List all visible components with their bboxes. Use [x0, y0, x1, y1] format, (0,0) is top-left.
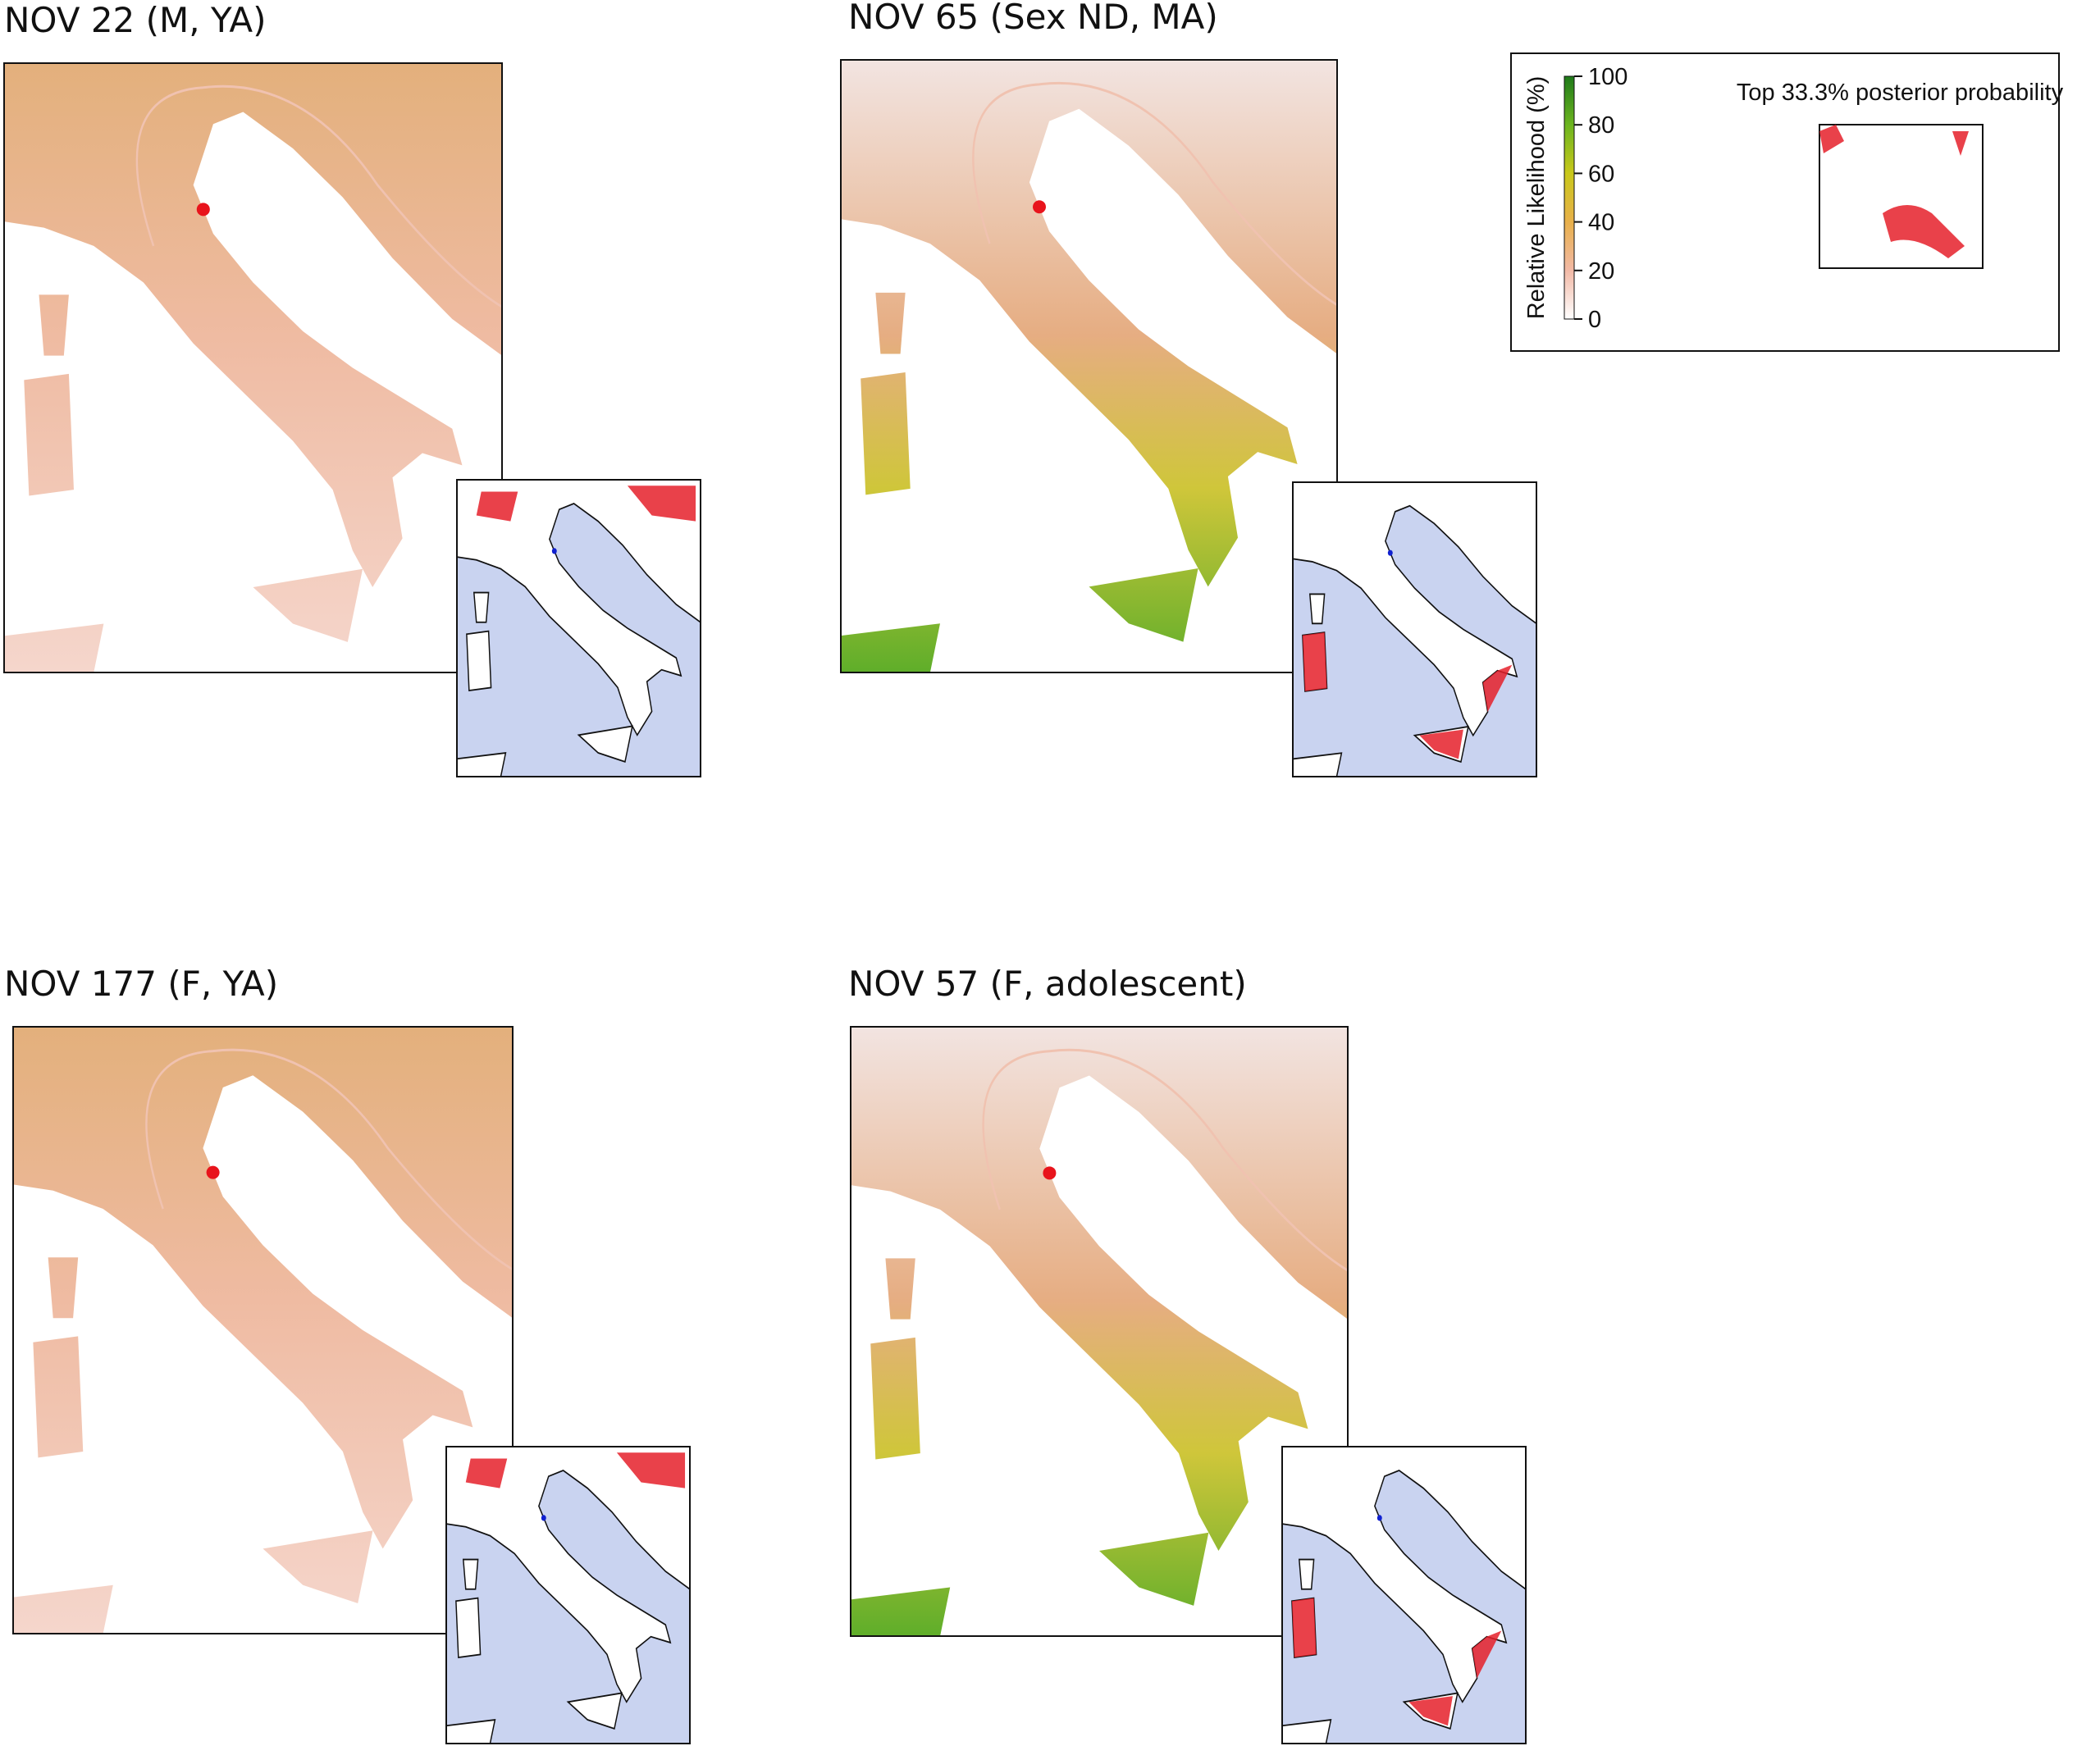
- inset-frame: [1292, 481, 1537, 777]
- panel-title: NOV 177 (F, YA): [4, 964, 278, 1004]
- colorbar-tick-label: 0: [1588, 307, 1601, 333]
- colorbar-tick-label: 40: [1588, 210, 1614, 236]
- inset-map: [446, 1447, 690, 1744]
- colorbar-tick-label: 80: [1588, 112, 1614, 139]
- land: [4, 63, 502, 672]
- inset-map: [1293, 482, 1536, 777]
- buffer-contour: [972, 81, 1337, 307]
- inset-legend-swatch: [1819, 125, 1969, 258]
- inset-frame: [456, 479, 701, 777]
- site-marker: [196, 203, 210, 217]
- main-map-frame: [840, 59, 1338, 673]
- legend-box: [1510, 52, 2060, 352]
- panel-title: NOV 65 (Sex ND, MA): [848, 0, 1218, 37]
- main-map: [13, 1027, 513, 1634]
- inset-land: [1282, 1447, 1526, 1744]
- inset-map: [457, 480, 701, 777]
- inset-legend-label: Top 33.3% posterior probability: [1737, 80, 2064, 106]
- land: [13, 1027, 513, 1634]
- main-map: [841, 60, 1337, 672]
- site-marker: [1033, 200, 1046, 214]
- panel-title: NOV 22 (M, YA): [4, 0, 266, 40]
- buffer-contour: [982, 1048, 1348, 1272]
- land: [841, 60, 1337, 672]
- inset-frame: [445, 1446, 691, 1744]
- inset-top-probability: [1291, 1598, 1502, 1726]
- inset-land: [457, 480, 701, 777]
- site-marker: [206, 1165, 220, 1179]
- inset-frame: [1281, 1446, 1527, 1744]
- inset-land: [446, 1447, 690, 1744]
- inset-top-probability: [476, 486, 696, 522]
- land: [851, 1027, 1348, 1636]
- buffer-contour: [145, 1048, 513, 1271]
- inset-top-probability: [1302, 632, 1513, 759]
- inset-map: [1282, 1447, 1526, 1744]
- colorbar-tick-label: 100: [1588, 64, 1628, 90]
- colorbar: [1564, 75, 1575, 320]
- colorbar-tick-label: 60: [1588, 161, 1614, 187]
- main-map-frame: [3, 62, 503, 673]
- inset-site: [541, 1515, 546, 1521]
- inset-site: [1387, 549, 1393, 556]
- main-map: [4, 63, 502, 672]
- buffer-contour: [135, 84, 502, 308]
- main-map-frame: [850, 1026, 1349, 1637]
- legend-title: Relative Likelihood (%): [1523, 76, 1550, 320]
- main-map-frame: [12, 1026, 514, 1634]
- panel-title: NOV 57 (F, adolescent): [848, 964, 1247, 1004]
- inset-top-probability: [465, 1452, 686, 1488]
- colorbar-tick-label: 20: [1588, 258, 1614, 285]
- inset-site: [551, 548, 557, 554]
- site-marker: [1043, 1166, 1057, 1180]
- main-map: [851, 1027, 1348, 1636]
- inset-site: [1376, 1515, 1382, 1521]
